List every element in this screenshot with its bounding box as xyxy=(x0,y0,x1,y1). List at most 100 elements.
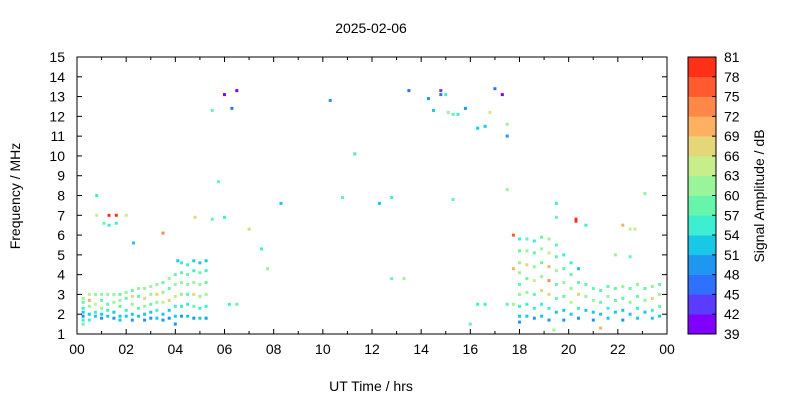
y-tick-label: 13 xyxy=(49,89,65,105)
data-point xyxy=(137,287,140,290)
data-point xyxy=(204,292,208,296)
y-tick-label: 12 xyxy=(49,108,65,124)
x-tick-label: 08 xyxy=(266,341,282,357)
data-point xyxy=(439,89,443,93)
data-point xyxy=(636,294,639,298)
data-point xyxy=(606,306,610,310)
data-point xyxy=(547,251,551,255)
data-point xyxy=(591,287,595,290)
data-point xyxy=(483,124,487,128)
data-point xyxy=(186,292,190,296)
data-point xyxy=(569,300,573,304)
data-point xyxy=(161,231,165,235)
data-point xyxy=(451,112,455,116)
data-point xyxy=(155,316,159,320)
data-point xyxy=(476,302,480,306)
data-point xyxy=(149,316,153,320)
data-point xyxy=(643,192,647,195)
colorbar-tick-label: 45 xyxy=(724,286,740,302)
data-point xyxy=(518,271,521,275)
data-point xyxy=(87,312,91,316)
data-point xyxy=(505,134,509,138)
data-point xyxy=(562,308,566,312)
data-point xyxy=(554,243,558,247)
data-point xyxy=(173,322,177,326)
data-point xyxy=(114,213,118,217)
data-point xyxy=(554,296,558,300)
data-point xyxy=(230,106,234,110)
data-point xyxy=(525,302,529,306)
data-point xyxy=(192,316,196,320)
data-point xyxy=(143,287,147,290)
x-axis-label: UT Time / hrs xyxy=(329,378,413,394)
data-point xyxy=(613,287,617,290)
data-point xyxy=(227,302,231,306)
data-point xyxy=(456,112,460,116)
data-point xyxy=(132,241,135,245)
colorbar-tick-label: 75 xyxy=(724,89,740,105)
data-point xyxy=(193,215,197,219)
data-point xyxy=(621,296,625,300)
data-point xyxy=(180,271,183,275)
data-point xyxy=(518,320,521,324)
data-point xyxy=(532,306,536,310)
data-point xyxy=(532,251,536,255)
data-point xyxy=(547,265,551,269)
data-point xyxy=(439,93,443,97)
data-point xyxy=(107,223,111,227)
data-point xyxy=(554,283,558,286)
data-point xyxy=(118,304,122,308)
data-point xyxy=(554,201,558,205)
colorbar-tick-label: 54 xyxy=(724,227,740,243)
data-point xyxy=(606,294,610,298)
data-point xyxy=(167,287,171,290)
colorbar-tick-label: 42 xyxy=(724,306,740,322)
data-point xyxy=(93,302,97,306)
data-point xyxy=(81,322,85,326)
data-point xyxy=(167,277,171,281)
data-point xyxy=(574,217,578,221)
colorbar-band xyxy=(688,175,716,196)
data-point xyxy=(518,314,521,318)
data-point xyxy=(532,279,536,283)
data-point xyxy=(155,283,159,286)
data-point xyxy=(505,188,509,192)
data-point xyxy=(100,292,104,296)
data-point xyxy=(591,310,595,314)
data-point xyxy=(658,283,662,286)
data-point xyxy=(650,308,654,312)
data-point xyxy=(547,292,551,296)
plot-area xyxy=(76,56,668,335)
data-point xyxy=(574,219,578,223)
data-point xyxy=(621,223,625,227)
data-point xyxy=(279,201,283,205)
data-point xyxy=(186,302,190,306)
data-point xyxy=(100,312,104,316)
data-point xyxy=(540,289,544,292)
colorbar-tick-label: 63 xyxy=(724,168,740,184)
data-point xyxy=(192,281,196,285)
data-point xyxy=(161,281,165,285)
data-point xyxy=(613,253,617,257)
x-tick-label: 04 xyxy=(168,341,184,357)
data-point xyxy=(155,292,159,296)
data-point xyxy=(525,249,529,253)
data-point xyxy=(100,298,104,302)
data-point xyxy=(628,287,632,290)
data-point xyxy=(518,261,521,265)
data-point xyxy=(186,273,190,277)
data-point xyxy=(161,318,165,322)
colorbar-tick-label: 57 xyxy=(724,207,740,223)
data-point xyxy=(643,298,647,302)
data-point xyxy=(266,267,269,271)
data-point xyxy=(81,318,85,322)
data-point xyxy=(81,296,85,300)
data-point xyxy=(198,271,202,275)
colorbar-tick-label: 48 xyxy=(724,267,740,283)
data-point xyxy=(167,298,171,302)
colorbar-tick-label: 66 xyxy=(724,148,740,164)
x-tick-label: 06 xyxy=(217,341,233,357)
data-point xyxy=(130,312,134,316)
data-point xyxy=(192,292,196,296)
